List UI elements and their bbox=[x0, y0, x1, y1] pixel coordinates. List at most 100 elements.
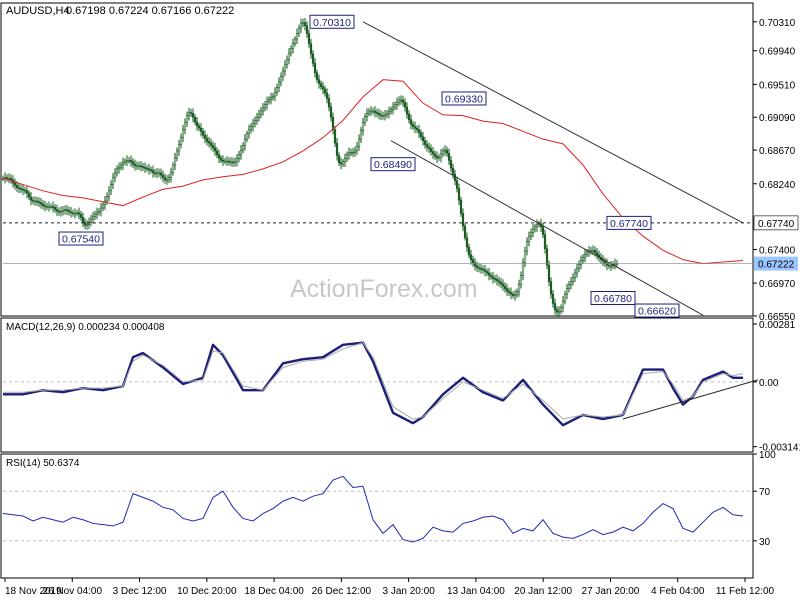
candle-body bbox=[31, 199, 35, 202]
candle-body bbox=[43, 205, 47, 207]
candle-body bbox=[317, 79, 321, 84]
rsi-ytick-label: 30 bbox=[759, 537, 771, 548]
candle-body bbox=[315, 72, 319, 80]
candle-body bbox=[349, 152, 353, 154]
candle-body bbox=[101, 204, 105, 209]
candle-body bbox=[103, 200, 107, 206]
candle-body bbox=[227, 160, 231, 163]
candle-body bbox=[333, 129, 337, 144]
candle-body bbox=[407, 113, 411, 120]
macd-ytick-label: 0.00281 bbox=[759, 320, 796, 331]
candle-body bbox=[585, 251, 589, 255]
price-annotation-label: 0.67740 bbox=[610, 218, 648, 230]
candle-body bbox=[363, 116, 367, 124]
candle-body bbox=[331, 116, 335, 131]
rsi-frame bbox=[0, 453, 754, 579]
candle-body bbox=[181, 129, 185, 138]
candle-body bbox=[281, 70, 285, 77]
candle-body bbox=[269, 97, 273, 100]
candle-body bbox=[485, 271, 489, 274]
candle-body bbox=[451, 167, 455, 175]
candle-body bbox=[571, 277, 575, 282]
candle-body bbox=[577, 264, 581, 269]
channel-line bbox=[362, 21, 744, 224]
candle-body bbox=[481, 268, 485, 271]
price-ytick-label: 0.70310 bbox=[759, 18, 796, 29]
candle-body bbox=[517, 284, 521, 293]
candle-body bbox=[557, 311, 561, 313]
candle-body bbox=[447, 152, 451, 161]
candle-body bbox=[219, 157, 223, 161]
candle-body bbox=[609, 265, 613, 268]
price-annotation-label: 0.69330 bbox=[445, 93, 483, 105]
rsi-ytick-label: 100 bbox=[759, 450, 776, 461]
candle-body bbox=[435, 156, 439, 159]
candle-body bbox=[371, 110, 375, 113]
candle-body bbox=[455, 180, 459, 189]
x-tick-label: 3 Jan 20:00 bbox=[383, 586, 436, 597]
candle-body bbox=[327, 98, 331, 108]
candle-body bbox=[233, 161, 237, 164]
price-annotation-box bbox=[58, 231, 104, 246]
x-tick-label: 4 Feb 04:00 bbox=[651, 586, 705, 597]
candle-body bbox=[99, 207, 103, 212]
candle-body bbox=[187, 112, 191, 116]
candle-body bbox=[403, 102, 407, 108]
candle-body bbox=[593, 249, 597, 253]
candle-body bbox=[277, 81, 281, 88]
candle-body bbox=[251, 123, 255, 127]
candle-body bbox=[299, 23, 303, 29]
candle-body bbox=[355, 145, 359, 152]
candle-body bbox=[253, 120, 257, 124]
rsi-title: RSI(14) 50.6374 bbox=[6, 458, 80, 469]
candle-body bbox=[239, 149, 243, 156]
candle-body bbox=[209, 142, 213, 146]
candle-body bbox=[279, 76, 283, 83]
candle-body bbox=[85, 224, 89, 226]
candle-body bbox=[555, 309, 559, 313]
candle-body bbox=[583, 253, 587, 258]
candle-body bbox=[423, 140, 427, 145]
candle-body bbox=[467, 246, 471, 256]
candle-body bbox=[519, 275, 523, 285]
candle-body bbox=[197, 125, 201, 129]
candle-body bbox=[55, 209, 59, 212]
candle-body bbox=[473, 262, 477, 267]
candle-body bbox=[237, 154, 241, 160]
candle-body bbox=[291, 43, 295, 49]
candle-body bbox=[175, 150, 179, 159]
candle-body bbox=[441, 150, 445, 155]
candle-body bbox=[561, 300, 565, 308]
candle-body bbox=[97, 210, 101, 214]
text-layer: AUDUSD,H4 0.67198 0.67224 0.67166 0.6722… bbox=[6, 5, 478, 303]
candle-body bbox=[107, 190, 111, 197]
candle-body bbox=[497, 280, 501, 283]
candle-body bbox=[579, 260, 583, 265]
candle-body bbox=[89, 218, 93, 223]
candle-body bbox=[229, 161, 233, 164]
candle-body bbox=[581, 257, 585, 261]
candle-body bbox=[139, 165, 143, 168]
candle-body bbox=[443, 149, 447, 152]
candle-body bbox=[307, 33, 311, 44]
price-annotation-label: 0.67540 bbox=[62, 234, 100, 246]
candle-body bbox=[79, 213, 83, 218]
candle-body bbox=[223, 160, 227, 163]
candle-body bbox=[301, 22, 305, 24]
candle-body bbox=[123, 160, 127, 163]
x-tick-label: 3 Dec 12:00 bbox=[113, 586, 167, 597]
candle-body bbox=[377, 113, 381, 116]
candle-body bbox=[115, 168, 119, 174]
macd-series-macd bbox=[3, 341, 743, 427]
candle-body bbox=[529, 231, 533, 237]
candle-body bbox=[143, 167, 147, 169]
candle-body bbox=[203, 134, 207, 139]
candle-body bbox=[341, 161, 345, 165]
candle-body bbox=[409, 119, 413, 125]
candle-body bbox=[499, 282, 503, 285]
candle-body bbox=[33, 200, 37, 203]
candle-body bbox=[503, 285, 507, 289]
candle-body bbox=[375, 112, 379, 114]
